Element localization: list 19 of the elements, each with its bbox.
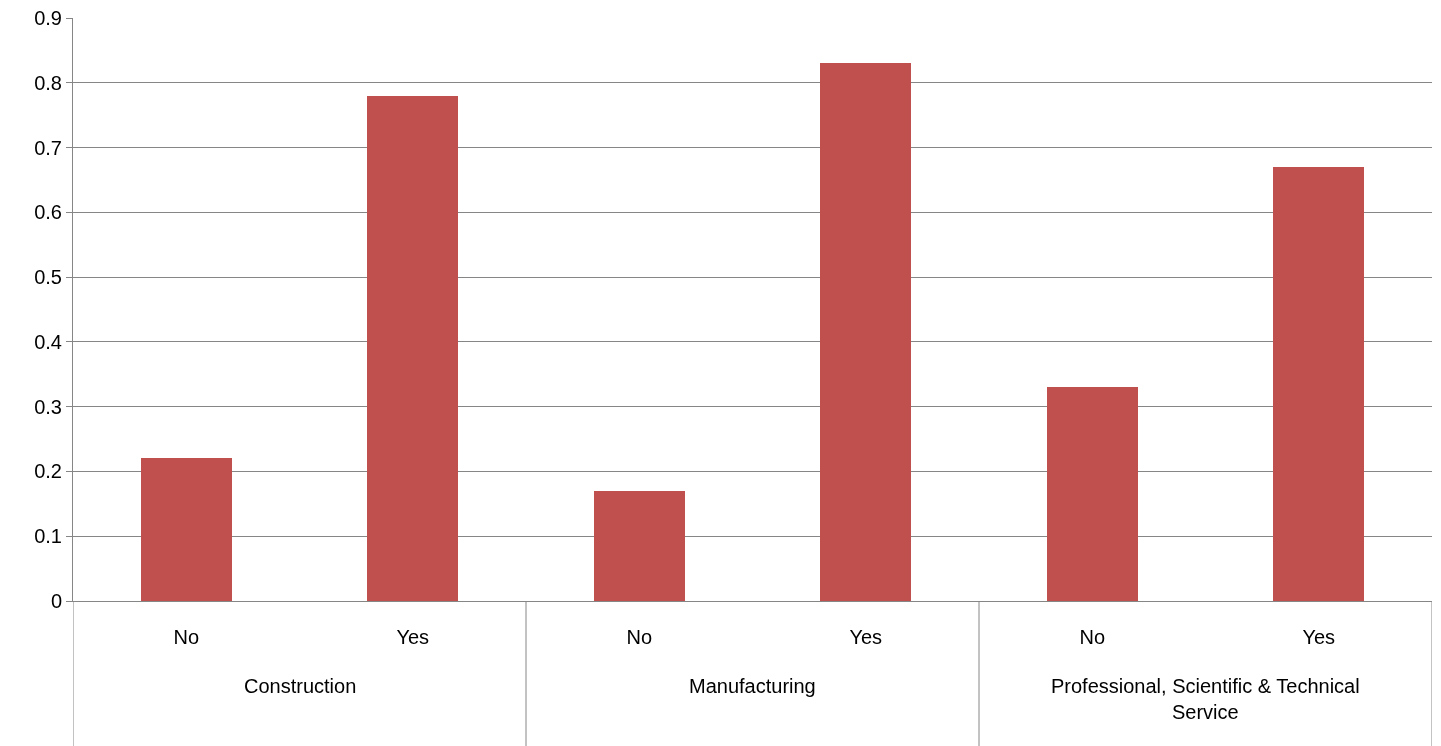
x-tick-label: Yes xyxy=(396,626,430,648)
x-tick-label: Yes xyxy=(849,626,883,648)
y-tick-label: 0.7 xyxy=(34,136,62,159)
y-tick-label: 0.9 xyxy=(34,7,62,29)
y-tick-label: 0.1 xyxy=(34,525,62,548)
x-tick-label: No xyxy=(173,626,200,648)
y-tick-label: 0.4 xyxy=(34,330,62,353)
y-tick-label: 0 xyxy=(50,590,62,612)
text: Professional, Scientific & Technical Service xyxy=(1051,675,1360,723)
x-tick-label: Yes xyxy=(1302,626,1336,648)
y-tick-label: 0.6 xyxy=(34,201,62,224)
text: Construction xyxy=(244,675,357,697)
y-tick-label: 0.3 xyxy=(34,395,62,418)
y-tick-label: 0.2 xyxy=(34,460,62,483)
text: Manufacturing xyxy=(689,675,816,697)
x-tick-label: No xyxy=(626,626,653,648)
y-tick-label: 0.5 xyxy=(34,266,62,289)
x-tick-label: No xyxy=(1079,626,1106,648)
y-tick-label: 0.8 xyxy=(34,71,62,94)
